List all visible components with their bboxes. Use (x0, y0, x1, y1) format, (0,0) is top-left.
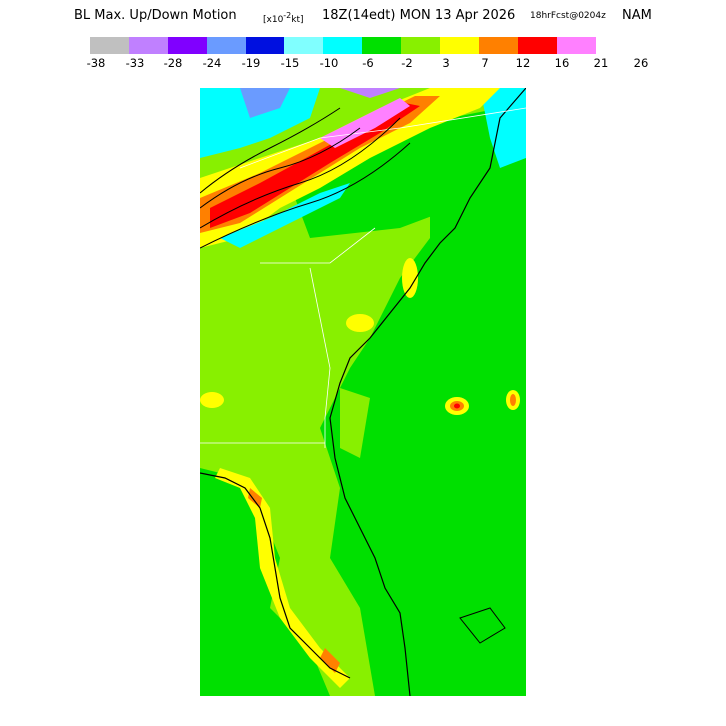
contour-nw-4 (200, 107, 341, 194)
updraft-spot-west (200, 392, 224, 408)
legend-tick-label: -10 (319, 56, 339, 70)
legend-swatch (284, 37, 324, 54)
legend-tick-label: 21 (593, 56, 609, 70)
blue-patch-nw (240, 88, 290, 118)
title-model: NAM (622, 8, 652, 23)
legend-tick-label: 26 (633, 56, 649, 70)
contour-nw-1 (200, 127, 361, 209)
green-zone-north (280, 108, 520, 238)
legend-swatch (362, 37, 402, 54)
title-units: [x10-2kt] (263, 11, 304, 25)
legend-swatch (401, 37, 441, 54)
legend-tick-label: -24 (202, 56, 222, 70)
legend-tick-label: -28 (163, 56, 183, 70)
gulf-coast-updraft-streak-core (248, 488, 262, 508)
legend-tick-label: 3 (442, 56, 450, 70)
contour-nw-3 (200, 142, 411, 249)
legend-tick-label: -15 (280, 56, 300, 70)
gulf-coast-updraft-streak-south (320, 648, 340, 673)
updraft-band-yellow (200, 88, 500, 248)
legend-tick-label: 16 (554, 56, 570, 70)
legend-swatch (206, 37, 246, 54)
forecast-map (200, 88, 526, 696)
color-legend (90, 37, 596, 54)
color-legend-ticks: -38 -33 -28 -24 -19 -15 -10 -6 -2 3 7 12 16 21 26 (0, 56, 726, 72)
legend-swatch (517, 37, 557, 54)
updraft-spot-ne-coast (402, 258, 418, 298)
purple-patch-nw (340, 88, 400, 98)
legend-tick-label: 7 (481, 56, 489, 70)
state-boundary-4 (309, 267, 331, 448)
updraft-spot-offshore-1-center (454, 403, 460, 409)
downdraft-band-cyan (220, 183, 350, 248)
atlantic-coastline (329, 88, 526, 696)
yellowgreen-patch-1 (200, 238, 350, 418)
legend-tick-label: -33 (125, 56, 145, 70)
legend-swatch (90, 37, 129, 54)
state-boundary-2 (260, 227, 376, 264)
state-boundary-3 (239, 107, 526, 169)
legend-swatch (323, 37, 363, 54)
legend-swatch (167, 37, 207, 54)
legend-tick-label: -2 (401, 56, 413, 70)
keys-islands (459, 607, 506, 644)
cyan-region-northeast (480, 88, 526, 168)
legend-swatch (478, 37, 518, 54)
legend-swatch (128, 37, 168, 54)
legend-tick-label: -38 (86, 56, 106, 70)
green-zone-atlantic (320, 128, 526, 696)
legend-tick-label: 12 (515, 56, 531, 70)
legend-swatch (556, 37, 596, 54)
yellowgreen-patch-2 (340, 388, 370, 458)
title-variable: BL Max. Up/Down Motion (74, 8, 237, 23)
updraft-spot-inland (346, 314, 374, 332)
legend-tick-label: -6 (362, 56, 374, 70)
map-title: BL Max. Up/Down Motion [x10-2kt] 18Z(14e… (0, 8, 726, 28)
contour-nw-2 (200, 117, 401, 229)
cyan-region-northwest (200, 88, 320, 158)
updraft-spot-offshore-2-core (510, 394, 516, 406)
legend-swatch (245, 37, 285, 54)
gulf-coastline (200, 472, 351, 679)
legend-tick-label: -19 (241, 56, 261, 70)
title-valid-time: 18Z(14edt) MON 13 Apr 2026 (322, 8, 516, 23)
title-forecast-hour: 18hrFcst@0204z (530, 11, 606, 21)
legend-swatch (440, 37, 479, 54)
